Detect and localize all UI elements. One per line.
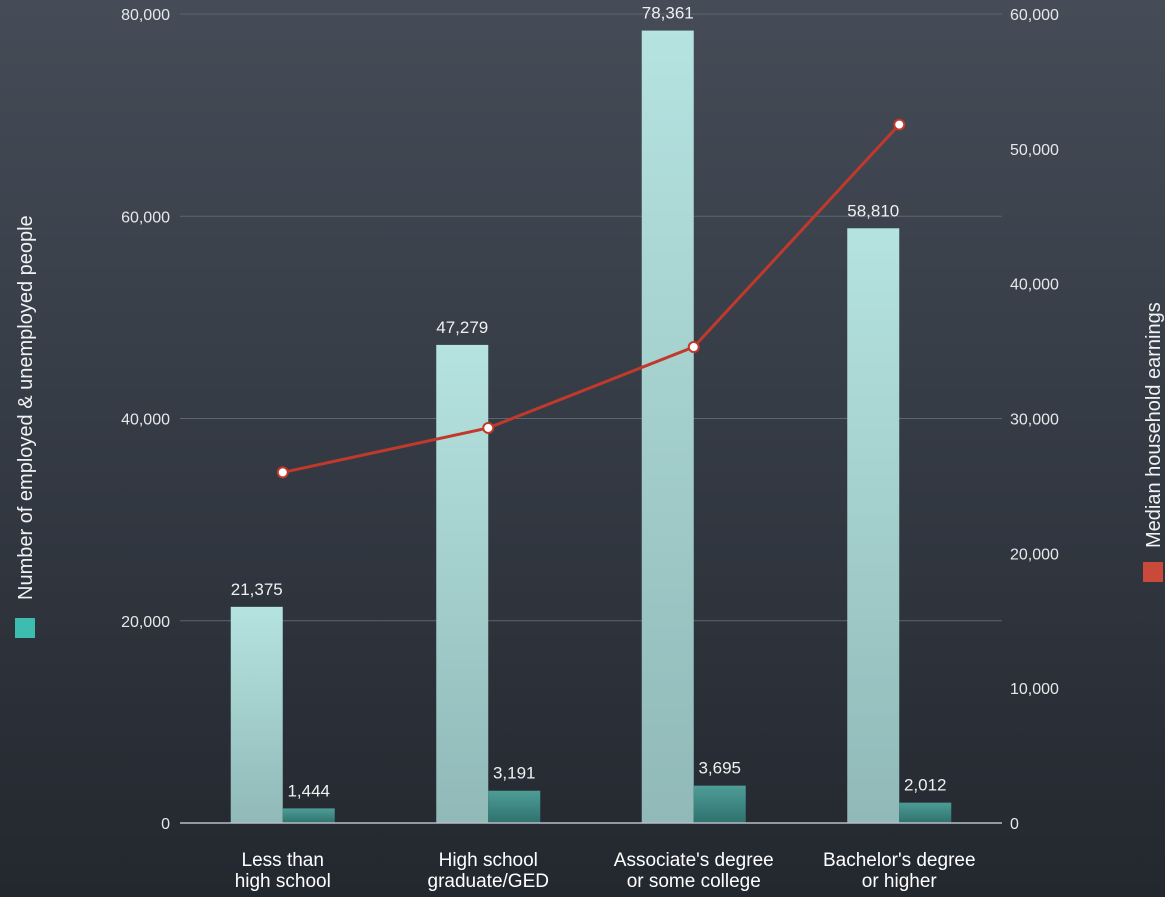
left-tick-label: 60,000 bbox=[121, 209, 170, 226]
category-label: Less than high school bbox=[235, 850, 331, 892]
bars bbox=[230, 30, 952, 823]
left-tick-label: 40,000 bbox=[121, 412, 170, 429]
bar-small bbox=[899, 802, 952, 823]
right-tick-label: 20,000 bbox=[1010, 546, 1059, 563]
left-legend-swatch bbox=[15, 618, 35, 638]
bar-total-label: 78,361 bbox=[642, 4, 694, 23]
earnings-line-path bbox=[282, 123, 901, 474]
category-label-line: Bachelor's degree bbox=[823, 850, 976, 871]
left-axis-label: Number of employed & unemployed people bbox=[15, 215, 37, 600]
category-label-line: high school bbox=[235, 871, 331, 892]
earnings-point bbox=[482, 421, 495, 434]
earnings-point bbox=[687, 341, 700, 354]
right-tick-label: 10,000 bbox=[1010, 681, 1059, 698]
category-label-line: graduate/GED bbox=[428, 871, 549, 892]
right-tick-label: 30,000 bbox=[1010, 412, 1059, 429]
left-tick-label: 20,000 bbox=[121, 614, 170, 631]
bar-total-label: 47,279 bbox=[436, 318, 488, 337]
bar-total bbox=[847, 228, 900, 823]
bar-small bbox=[693, 785, 746, 823]
bar-total bbox=[230, 606, 283, 823]
data-labels: 21,375 1,444 47,279 3,191 78,361 3,695 58,810 2… bbox=[231, 4, 947, 801]
category-label-line: or higher bbox=[862, 871, 938, 892]
earnings-point bbox=[276, 466, 289, 479]
bar-small-label: 1,444 bbox=[287, 781, 330, 800]
bar-small-label: 3,191 bbox=[493, 764, 536, 783]
axes: 0 20,000 40,000 60,000 80,000 0 10,000 20,000 30… bbox=[121, 7, 1059, 892]
left-tick-label: 0 bbox=[161, 816, 170, 833]
bar-total-label: 21,375 bbox=[231, 580, 283, 599]
bar-small-label: 2,012 bbox=[904, 776, 947, 795]
category-label: Bachelor's degree or higher bbox=[823, 850, 976, 892]
right-tick-label: 50,000 bbox=[1010, 142, 1059, 159]
category-label-line: Associate's degree bbox=[614, 850, 774, 871]
category-label: Associate's degree or some college bbox=[614, 850, 774, 892]
category-label-line: or some college bbox=[627, 871, 761, 892]
right-axis-label: Median household earnings bbox=[1143, 302, 1165, 548]
bar-total-label: 58,810 bbox=[847, 201, 899, 220]
bar-total bbox=[641, 30, 694, 823]
category-label-line: Less than bbox=[242, 850, 324, 871]
left-axis-title: Number of employed & unemployed people bbox=[15, 215, 37, 638]
bar-small bbox=[488, 790, 541, 823]
right-tick-label: 0 bbox=[1010, 816, 1019, 833]
bar-small-label: 3,695 bbox=[698, 759, 741, 778]
right-legend-swatch bbox=[1143, 562, 1163, 582]
category-label: High school graduate/GED bbox=[428, 850, 549, 892]
bar-small bbox=[282, 808, 335, 823]
right-tick-label: 40,000 bbox=[1010, 277, 1059, 294]
category-label-line: High school bbox=[439, 850, 538, 871]
right-axis-title: Median household earnings bbox=[1143, 302, 1165, 582]
left-tick-label: 80,000 bbox=[121, 7, 170, 24]
bar-total bbox=[436, 344, 489, 823]
earnings-line bbox=[276, 118, 906, 479]
right-tick-label: 60,000 bbox=[1010, 7, 1059, 24]
earnings-point bbox=[893, 118, 906, 131]
